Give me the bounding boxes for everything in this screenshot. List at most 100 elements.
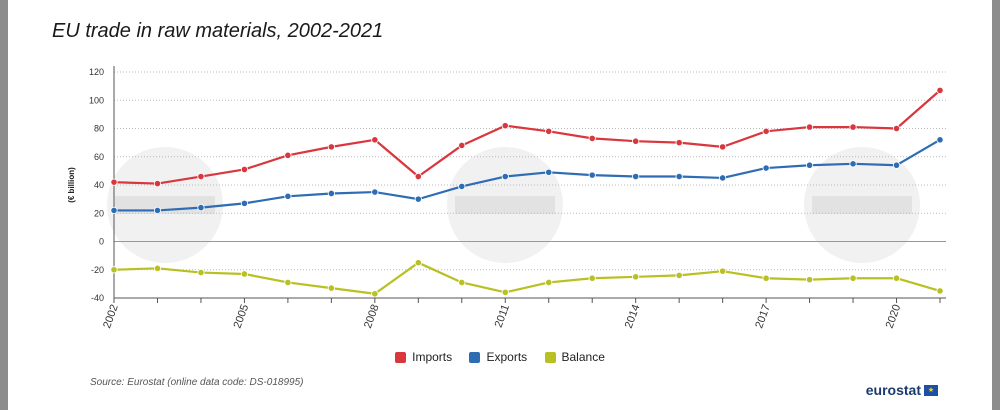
data-point-exports[interactable] — [371, 188, 379, 196]
legend-label-exports: Exports — [486, 350, 528, 364]
x-tick-label: 2008 — [362, 303, 382, 330]
chart-title: EU trade in raw materials, 2002-2021 — [52, 20, 384, 42]
left-frame-bar — [0, 0, 8, 410]
data-point-imports[interactable] — [110, 178, 118, 186]
data-point-balance[interactable] — [805, 276, 814, 284]
right-frame-bar — [992, 0, 1000, 410]
data-point-exports[interactable] — [762, 164, 770, 172]
data-point-balance[interactable] — [458, 278, 466, 287]
data-point-exports[interactable] — [632, 172, 640, 181]
data-point-balance[interactable] — [371, 290, 379, 298]
brand-name: eurostat — [865, 382, 921, 398]
data-point-balance[interactable] — [892, 274, 901, 282]
data-point-imports[interactable] — [675, 139, 683, 147]
data-point-balance[interactable] — [719, 267, 727, 275]
data-point-imports[interactable] — [458, 141, 466, 150]
data-point-imports[interactable] — [632, 137, 640, 145]
y-tick-label: 20 — [94, 208, 104, 218]
eu-flag-icon: ★ — [924, 384, 938, 396]
y-tick-label: 100 — [89, 95, 104, 105]
y-tick-label: -40 — [91, 293, 104, 303]
data-point-balance[interactable] — [240, 270, 249, 278]
y-tick-label: 0 — [99, 237, 104, 247]
data-point-imports[interactable] — [197, 172, 205, 181]
data-point-imports[interactable] — [414, 172, 422, 181]
data-point-imports[interactable] — [327, 143, 335, 151]
data-point-exports[interactable] — [588, 171, 596, 179]
legend-label-balance: Balance — [561, 350, 605, 364]
data-point-balance[interactable] — [414, 259, 422, 267]
y-tick-label: 60 — [94, 152, 104, 162]
data-point-exports[interactable] — [284, 192, 292, 200]
x-tick-label: 2017 — [753, 303, 773, 330]
data-point-balance[interactable] — [197, 268, 205, 277]
x-tick-label: 2002 — [101, 303, 121, 330]
data-point-balance[interactable] — [632, 273, 640, 281]
data-point-imports[interactable] — [240, 165, 249, 174]
data-point-exports[interactable] — [501, 172, 509, 181]
line-chart: 120 100 80 60 40 20 0 -20 -40 (€ billion) 2002 2005… — [67, 66, 946, 330]
data-point-balance[interactable] — [545, 278, 553, 287]
data-point-exports[interactable] — [675, 172, 683, 181]
data-point-exports[interactable] — [892, 161, 901, 169]
data-point-imports[interactable] — [805, 123, 814, 131]
data-point-balance[interactable] — [588, 274, 596, 282]
data-point-balance[interactable] — [110, 266, 118, 274]
imports-swatch — [395, 351, 407, 363]
data-point-exports[interactable] — [153, 206, 162, 215]
x-tick-label: 2005 — [232, 303, 252, 330]
data-point-exports[interactable] — [545, 168, 553, 176]
data-point-balance[interactable] — [327, 284, 335, 292]
source-note: Source: Eurostat (online data code: DS-0… — [90, 377, 304, 388]
legend-item-balance[interactable]: Balance — [544, 350, 605, 364]
eurostat-logo[interactable]: eurostat ★ — [866, 382, 938, 398]
y-tick-label: 120 — [89, 67, 104, 77]
data-point-balance[interactable] — [675, 271, 683, 279]
data-point-exports[interactable] — [458, 182, 466, 191]
series-line-imports — [113, 89, 941, 185]
data-point-balance[interactable] — [284, 278, 292, 287]
data-point-exports[interactable] — [327, 189, 335, 198]
data-point-imports[interactable] — [892, 124, 901, 133]
data-point-exports[interactable] — [240, 199, 249, 207]
data-point-imports[interactable] — [545, 127, 553, 135]
data-point-imports[interactable] — [501, 122, 509, 130]
data-point-exports[interactable] — [849, 160, 857, 168]
x-tick-label: 2011 — [493, 303, 512, 329]
data-point-imports[interactable] — [371, 136, 379, 144]
legend-item-imports[interactable]: Imports — [395, 350, 452, 364]
data-point-imports[interactable] — [849, 123, 857, 131]
x-tick-label: 2020 — [884, 303, 904, 330]
data-point-exports[interactable] — [936, 136, 944, 144]
y-tick-label: 40 — [94, 180, 104, 190]
data-point-balance[interactable] — [849, 274, 857, 282]
data-point-exports[interactable] — [414, 195, 422, 203]
data-point-exports[interactable] — [805, 161, 814, 169]
data-point-exports[interactable] — [197, 204, 205, 212]
series-group — [110, 86, 944, 298]
watermark-band — [812, 196, 912, 214]
y-axis-label: (€ billion) — [67, 167, 76, 203]
data-point-balance[interactable] — [501, 288, 509, 296]
data-point-balance[interactable] — [153, 264, 162, 272]
data-point-exports[interactable] — [719, 174, 727, 182]
data-point-balance[interactable] — [762, 274, 770, 282]
watermark-band — [455, 196, 555, 214]
data-point-imports[interactable] — [153, 179, 162, 188]
x-tick-label: 2014 — [623, 303, 643, 330]
data-point-balance[interactable] — [936, 287, 944, 295]
data-point-imports[interactable] — [936, 86, 944, 94]
data-point-imports[interactable] — [284, 151, 292, 159]
legend-item-exports[interactable]: Exports — [469, 350, 527, 364]
data-point-imports[interactable] — [719, 143, 727, 151]
legend: Imports Exports Balance — [0, 350, 1000, 366]
balance-swatch — [544, 351, 556, 363]
legend-label-imports: Imports — [412, 350, 453, 364]
y-tick-label: -20 — [91, 265, 104, 275]
y-tick-label: 80 — [94, 124, 104, 134]
data-point-imports[interactable] — [588, 134, 596, 142]
exports-swatch — [469, 351, 481, 363]
data-point-imports[interactable] — [762, 127, 770, 135]
data-point-exports[interactable] — [110, 206, 118, 215]
series-line-balance — [113, 261, 941, 295]
